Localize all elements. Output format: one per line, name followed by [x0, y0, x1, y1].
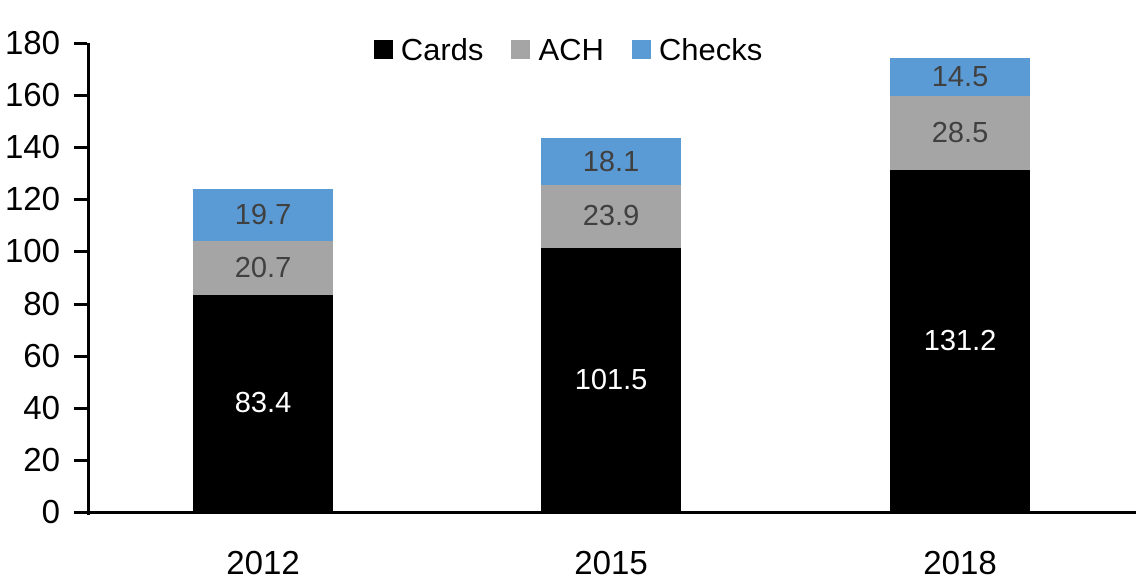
ach-swatch-icon [511, 40, 531, 59]
bar-segment-checks-2018: 14.5 [890, 58, 1030, 96]
bar-segment-checks-2012: 19.7 [193, 189, 333, 241]
checks-swatch-icon [631, 40, 651, 59]
bar-segment-ach-2015: 23.9 [541, 185, 681, 248]
bar-value-label: 101.5 [574, 363, 648, 396]
y-axis-line [87, 43, 90, 515]
y-tick-label: 40 [23, 388, 60, 426]
y-tick-label: 140 [4, 128, 60, 166]
y-tick [74, 198, 87, 202]
bar-segment-cards-2015: 101.5 [541, 247, 681, 512]
bar-segment-ach-2012: 20.7 [193, 240, 333, 295]
bar-segment-checks-2015: 18.1 [541, 138, 681, 186]
y-tick [74, 250, 87, 254]
legend-item-checks: Checks [631, 32, 763, 67]
bar-value-label: 28.5 [931, 117, 989, 150]
x-axis-line [75, 511, 1136, 514]
x-axis-label: 2018 [923, 544, 997, 581]
bar-value-label: 131.2 [923, 325, 997, 358]
y-tick-label: 160 [4, 76, 60, 114]
bar-value-label: 18.1 [582, 145, 640, 178]
y-tick [74, 354, 87, 358]
x-axis-label: 2015 [574, 544, 648, 581]
bar-segment-cards-2012: 83.4 [193, 294, 333, 512]
bar-value-label: 14.5 [931, 60, 989, 93]
y-tick-label: 120 [4, 180, 60, 218]
bar-value-label: 19.7 [234, 199, 292, 232]
y-tick-label: 80 [23, 284, 60, 322]
bar-segment-ach-2018: 28.5 [890, 95, 1030, 171]
y-tick [74, 146, 87, 150]
y-tick-label: 100 [4, 232, 60, 270]
legend-label-cards: Cards [400, 32, 484, 67]
y-tick [74, 42, 87, 45]
x-axis-label: 2012 [226, 544, 300, 581]
bar-value-label: 23.9 [582, 200, 640, 233]
y-tick [74, 94, 87, 98]
y-tick [74, 458, 87, 462]
y-tick-label: 20 [23, 440, 60, 478]
legend-item-cards: Cards [373, 32, 484, 67]
bar-value-label: 20.7 [234, 251, 292, 284]
legend-label-ach: ACH [538, 32, 604, 67]
legend-item-ach: ACH [511, 32, 604, 67]
y-tick-label: 60 [23, 336, 60, 374]
legend-label-checks: Checks [658, 32, 763, 67]
y-tick-label: 0 [41, 493, 60, 530]
y-tick [74, 302, 87, 306]
y-tick [74, 406, 87, 410]
bar-value-label: 83.4 [234, 387, 292, 420]
cards-swatch-icon [373, 40, 393, 59]
y-tick-label: 180 [4, 24, 60, 61]
bar-segment-cards-2018: 131.2 [890, 170, 1030, 512]
